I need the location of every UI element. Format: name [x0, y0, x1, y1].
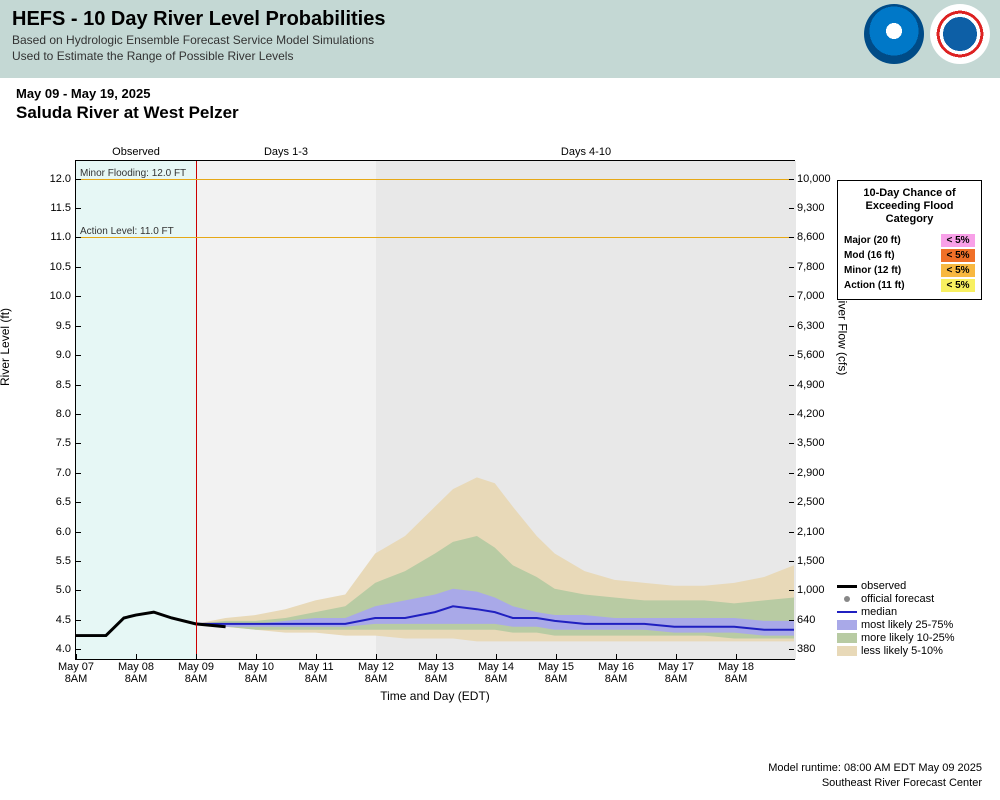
ref-line — [76, 237, 794, 238]
station-name: Saluda River at West Pelzer — [16, 103, 984, 123]
flood-category-row: Minor (12 ft)< 5% — [842, 263, 977, 278]
chart-meta: May 09 - May 19, 2025 Saluda River at We… — [0, 78, 1000, 125]
ref-line — [76, 179, 794, 180]
nws-logo-icon — [930, 4, 990, 64]
header-banner: HEFS - 10 Day River Level Probabilities … — [0, 0, 1000, 78]
y-right-label: River Flow (cfs) — [835, 292, 849, 375]
legend-item: official forecast — [837, 593, 982, 605]
noaa-logo-icon — [864, 4, 924, 64]
flood-category-row: Major (20 ft)< 5% — [842, 233, 977, 248]
legend-item: most likely 25-75% — [837, 619, 982, 631]
y-left-label: River Level (ft) — [0, 307, 12, 385]
plot-area: River Flow (cfs) Time and Day (EDT) Obse… — [75, 160, 795, 660]
model-runtime: Model runtime: 08:00 AM EDT May 09 2025 — [768, 761, 982, 775]
flood-category-title: 10-Day Chance of Exceeding Flood Categor… — [842, 187, 977, 227]
subtitle-1: Based on Hydrologic Ensemble Forecast Se… — [12, 33, 988, 47]
series-legend: observedofficial forecastmedianmost like… — [837, 580, 982, 658]
legend-item: median — [837, 606, 982, 618]
forecast-center: Southeast River Forecast Center — [768, 776, 982, 790]
flood-category-row: Action (11 ft)< 5% — [842, 278, 977, 293]
legend-item: more likely 10-25% — [837, 632, 982, 644]
flood-category-row: Mod (16 ft)< 5% — [842, 248, 977, 263]
date-range: May 09 - May 19, 2025 — [16, 86, 984, 101]
subtitle-2: Used to Estimate the Range of Possible R… — [12, 49, 988, 63]
logo-group — [864, 4, 990, 64]
flood-category-box: 10-Day Chance of Exceeding Flood Categor… — [837, 180, 982, 300]
plot-container: River Level (ft) River Flow (cfs) Time a… — [30, 145, 830, 690]
legend-item: observed — [837, 580, 982, 592]
now-line — [196, 161, 197, 659]
probability-bands-svg — [76, 161, 794, 659]
footer: Model runtime: 08:00 AM EDT May 09 2025 … — [768, 761, 982, 790]
page-title: HEFS - 10 Day River Level Probabilities — [12, 8, 988, 31]
legend-item: less likely 5-10% — [837, 645, 982, 657]
x-label: Time and Day (EDT) — [380, 689, 490, 703]
